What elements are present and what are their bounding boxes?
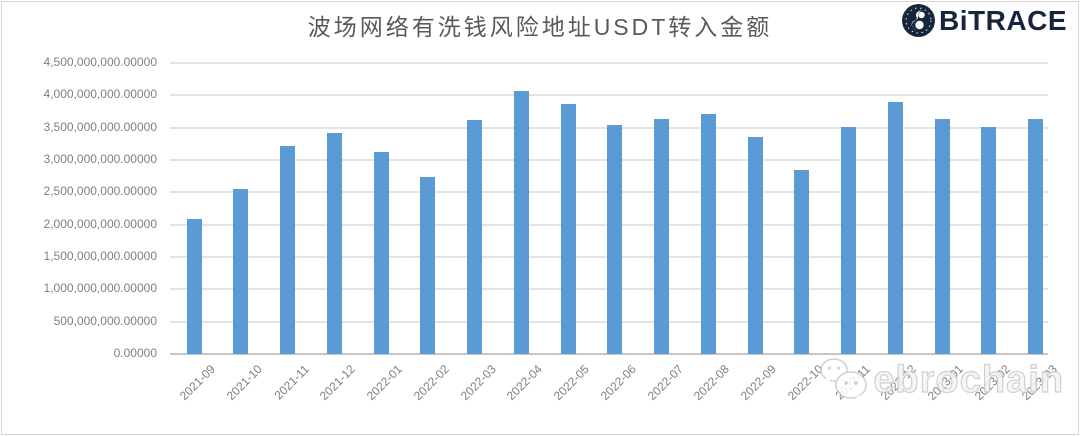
y-axis-label: 500,000,000.00000 [53,313,157,328]
bar-2021-09 [186,219,202,354]
bar-2022-08 [700,114,716,354]
bar-2022-12 [887,101,903,354]
x-axis-label: 2021-11 [270,362,312,403]
bar-2022-07 [654,119,669,354]
bar-2022-10 [794,169,810,354]
x-axis-label: 2022-01 [363,362,405,404]
bar-2021-12 [326,133,342,354]
bar-2022-05 [560,103,576,354]
x-axis-label: 2023-03 [1018,362,1060,404]
x-axis-label: 2022-12 [878,362,920,404]
x-axis-label: 2022-05 [550,362,592,404]
bar-2023-02 [981,127,997,354]
x-axis-label: 2022-06 [597,362,639,404]
bar-2022-01 [373,151,389,354]
x-axis-label: 2023-02 [971,362,1013,404]
x-axis-label: 2023-01 [924,362,966,404]
y-axis-label: 1,500,000,000.00000 [43,249,157,263]
y-axis-label: 3,500,000,000.00000 [43,119,157,134]
x-axis-label: 2022-10 [784,362,826,404]
bar-2022-04 [513,90,529,354]
x-axis-label: 2021-10 [223,362,265,404]
bar-2023-01 [934,119,950,354]
gridline [170,94,1048,97]
bar-2021-10 [233,189,249,354]
y-axis-label: 3,000,000,000.00000 [43,152,157,166]
logo-text: BiTRACE [939,4,1067,36]
x-axis-label: 2022-03 [457,362,499,404]
bar-2022-06 [607,125,623,354]
y-axis-label: 2,000,000,000.00000 [43,216,157,231]
bar-2022-02 [420,177,436,354]
y-axis-label: 4,500,000,000.00000 [43,55,157,69]
bar-2023-03 [1028,118,1043,354]
bar-2022-11 [841,127,856,354]
y-axis-label: 2,500,000,000.00000 [43,184,157,199]
bar-2021-11 [280,146,295,354]
bar-2022-09 [747,136,763,354]
bitrace-logo: BiTRACE [902,4,1067,37]
x-axis-label: 2022-11 [831,362,873,403]
globe-icon [902,4,936,37]
y-axis-label: 0.00000 [113,346,157,360]
x-axis-label: 2022-07 [644,362,686,404]
x-axis-label: 2022-04 [504,362,546,404]
chart-title: 波场网络有洗钱风险地址USDT转入金额 [307,14,773,40]
x-axis-label: 2021-12 [317,362,359,404]
x-axis-label: 2022-09 [737,362,779,404]
x-axis-line [170,353,1048,355]
y-axis-label: 1,000,000,000.00000 [43,281,157,296]
y-axis-label: 4,000,000,000.00000 [43,87,157,102]
gridline [170,62,1048,64]
x-axis-label: 2022-02 [410,362,452,404]
x-axis-label: 2021-09 [176,362,218,404]
x-axis-label: 2022-08 [691,362,733,404]
bar-2022-03 [467,119,482,354]
